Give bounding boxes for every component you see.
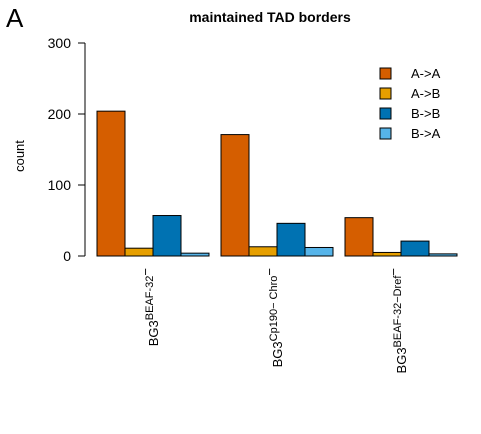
y-tick-label: 0	[63, 248, 71, 264]
x-axis-labels: BG3BEAF-32− BG3Cp190− Chro− BG3BEAF-32−Dre…	[138, 268, 409, 373]
bar-aa	[220, 134, 250, 257]
bar-ab	[124, 247, 154, 257]
svg-text:BG3Cp190− Chro−: BG3Cp190− Chro−	[262, 268, 285, 367]
bar-ba	[428, 253, 458, 257]
svg-text:BG3BEAF-32−: BG3BEAF-32−	[138, 268, 161, 346]
bar-bb	[276, 222, 306, 257]
legend-swatch	[379, 107, 392, 120]
bar-ab	[372, 251, 402, 257]
legend-label: A->B	[411, 86, 440, 101]
legend-label: A->A	[411, 66, 441, 81]
x-tick-label: BG3BEAF-32−	[138, 268, 161, 346]
legend-swatch	[379, 67, 392, 80]
bar-bb	[152, 215, 182, 257]
svg-text:BG3BEAF-32−Dref−: BG3BEAF-32−Dref−	[386, 268, 409, 373]
y-tick-label: 300	[48, 35, 72, 51]
chart-title: maintained TAD borders	[189, 9, 351, 25]
bar-bb	[400, 240, 430, 257]
legend-label: B->A	[411, 126, 441, 141]
panel-letter: A	[6, 3, 24, 33]
legend: A->A A->B B->B B->A	[379, 66, 441, 141]
x-tick-label: BG3Cp190− Chro−	[262, 268, 285, 367]
legend-swatch	[379, 87, 392, 100]
y-axis: 0 100 200 300	[48, 35, 86, 264]
bar-ab	[248, 246, 278, 257]
bar-aa	[344, 217, 374, 257]
legend-swatch	[379, 127, 392, 140]
legend-label: B->B	[411, 106, 440, 121]
x-tick-label: BG3BEAF-32−Dref−	[386, 268, 409, 373]
y-tick-label: 100	[48, 177, 72, 193]
bar-aa	[96, 110, 126, 257]
y-tick-label: 200	[48, 106, 72, 122]
bar-ba	[304, 246, 334, 257]
y-axis-title: count	[12, 140, 27, 172]
bars	[96, 110, 458, 257]
bar-ba	[180, 252, 210, 257]
